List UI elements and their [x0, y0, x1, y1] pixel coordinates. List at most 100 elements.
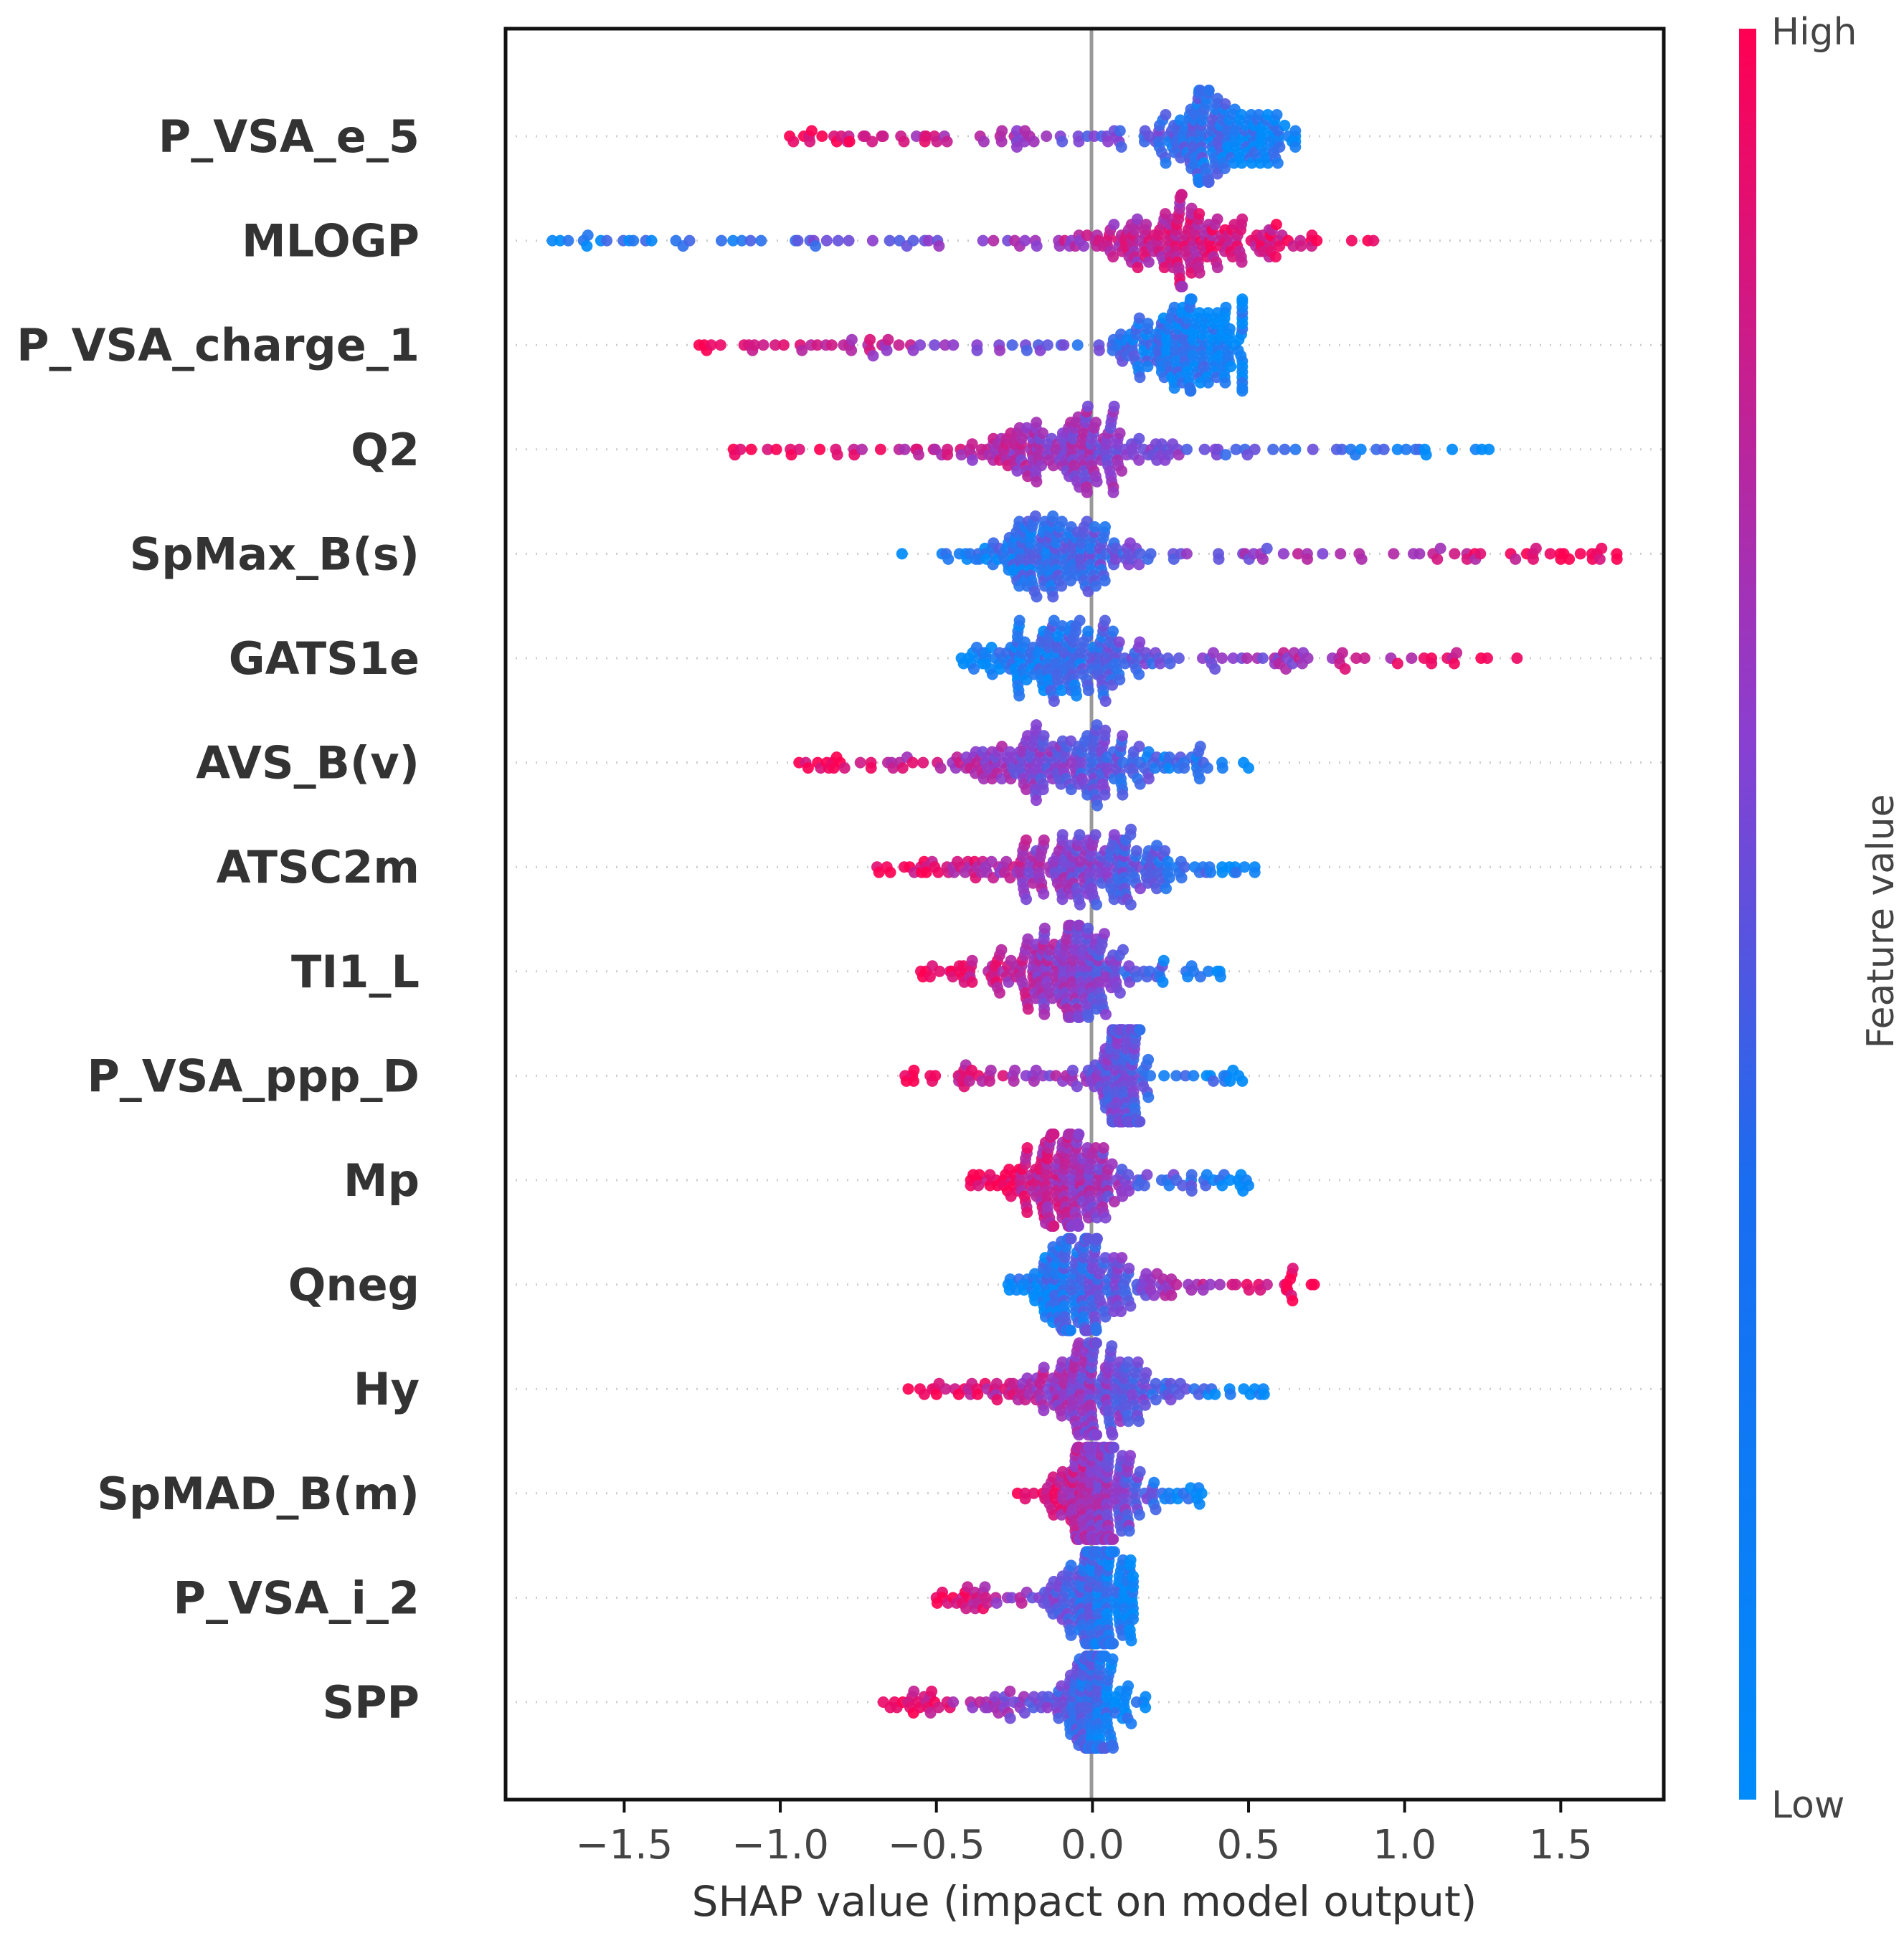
shap-dot [1097, 1142, 1109, 1154]
shap-dot [816, 130, 828, 142]
shap-dot [866, 136, 878, 148]
shap-dot [1043, 1691, 1054, 1703]
shap-dot [1133, 454, 1145, 466]
shap-dot [1219, 98, 1231, 110]
shap-dot [1148, 1476, 1160, 1488]
shap-dot [1302, 652, 1314, 664]
shap-dot [1261, 1278, 1273, 1291]
shap-dot [1133, 559, 1145, 571]
shap-dot [1122, 1169, 1135, 1181]
shap-dot [884, 234, 896, 247]
shap-dot [929, 1070, 942, 1082]
shap-dot [1071, 690, 1083, 702]
shap-dot [1204, 1278, 1216, 1291]
shap-dot [1317, 548, 1329, 560]
shap-dot [1065, 1232, 1077, 1245]
shap-dot [934, 965, 946, 977]
feature-label: Qneg [288, 1259, 420, 1311]
x-tick-label: 1.5 [1529, 1822, 1593, 1868]
shap-dot [1124, 898, 1137, 911]
shap-dot [1216, 762, 1228, 774]
shap-dot [933, 1701, 944, 1714]
shap-dot [1406, 652, 1418, 664]
shap-dot [1107, 1742, 1119, 1754]
shap-dot [1530, 542, 1542, 554]
feature-label: SPP [322, 1676, 420, 1729]
shap-dot [1203, 176, 1215, 188]
shap-dot [1115, 1306, 1127, 1318]
feature-label: SpMax_B(s) [130, 528, 420, 580]
shap-dot [1064, 1324, 1076, 1336]
shap-dot [777, 339, 790, 351]
shap-dot [1127, 1570, 1139, 1582]
shap-dot [1185, 385, 1197, 397]
shap-dot [1209, 663, 1221, 675]
shap-dot [924, 1707, 937, 1719]
shap-dot [942, 553, 955, 565]
shap-dot [968, 663, 980, 675]
shap-dot [933, 240, 945, 252]
shap-dot [582, 229, 594, 242]
shap-dot [1274, 141, 1286, 153]
shap-dot [1065, 1559, 1077, 1572]
shap-dot [1091, 1232, 1103, 1245]
shap-dot [1201, 762, 1213, 774]
shap-dot [645, 234, 658, 247]
shap-dot [913, 449, 924, 461]
shap-dot [1108, 1441, 1119, 1453]
shap-dot [1193, 176, 1206, 188]
shap-dot [1074, 898, 1086, 911]
shap-dot [1048, 614, 1060, 627]
shap-dot [1563, 553, 1576, 565]
shap-dot [1124, 1300, 1137, 1312]
shap-dot [1020, 893, 1032, 906]
shap-dot [1133, 432, 1145, 445]
shap-dot [924, 971, 936, 983]
shap-dot [864, 333, 876, 346]
shap-dot [971, 344, 983, 356]
shap-dot [1510, 553, 1522, 565]
shap-dot [1208, 647, 1219, 659]
shap-dot [990, 1377, 1003, 1390]
shap-dot [1124, 1450, 1137, 1462]
feature-label: P_VSA_i_2 [174, 1572, 420, 1624]
shap-dot [1011, 465, 1023, 477]
shap-dot [1140, 1701, 1152, 1714]
shap-dot [979, 1581, 991, 1593]
shap-dot [1593, 553, 1606, 565]
shap-dot [792, 234, 804, 247]
shap-dot [554, 234, 567, 247]
shap-dot [1122, 1415, 1135, 1428]
shap-dot [1142, 746, 1155, 758]
shap-dot [1078, 240, 1090, 252]
shap-dot [1368, 234, 1380, 247]
shap-dot [947, 1696, 960, 1708]
shap-dot [1140, 1367, 1152, 1379]
shap-dot [1048, 695, 1060, 707]
shap-dot [1031, 591, 1043, 603]
feature-label: Mp [344, 1154, 420, 1207]
shap-dot [755, 234, 767, 247]
shap-dot [1270, 219, 1282, 231]
shap-dot [1209, 1388, 1221, 1400]
shap-dot [1056, 893, 1069, 906]
shap-dot [985, 1064, 997, 1076]
shap-dot [1082, 685, 1094, 696]
shap-dot [1125, 1635, 1137, 1647]
shap-dot [1198, 443, 1211, 455]
feature-label: Hy [354, 1363, 420, 1415]
shap-dot [1056, 1410, 1068, 1422]
shap-dot [1081, 486, 1093, 498]
shap-dot [1133, 1415, 1145, 1428]
shap-dot [1336, 647, 1348, 659]
shap-dot [1193, 1498, 1206, 1510]
shap-dot [1041, 1701, 1053, 1714]
shap-dot [1258, 1388, 1270, 1400]
shap-dot [1028, 136, 1040, 148]
shap-dot [1142, 773, 1155, 785]
shap-dot [1107, 251, 1119, 263]
shap-dot [997, 1070, 1009, 1082]
shap-dot [805, 125, 818, 137]
shap-dot [1295, 240, 1307, 252]
shap-dot [1090, 580, 1102, 592]
